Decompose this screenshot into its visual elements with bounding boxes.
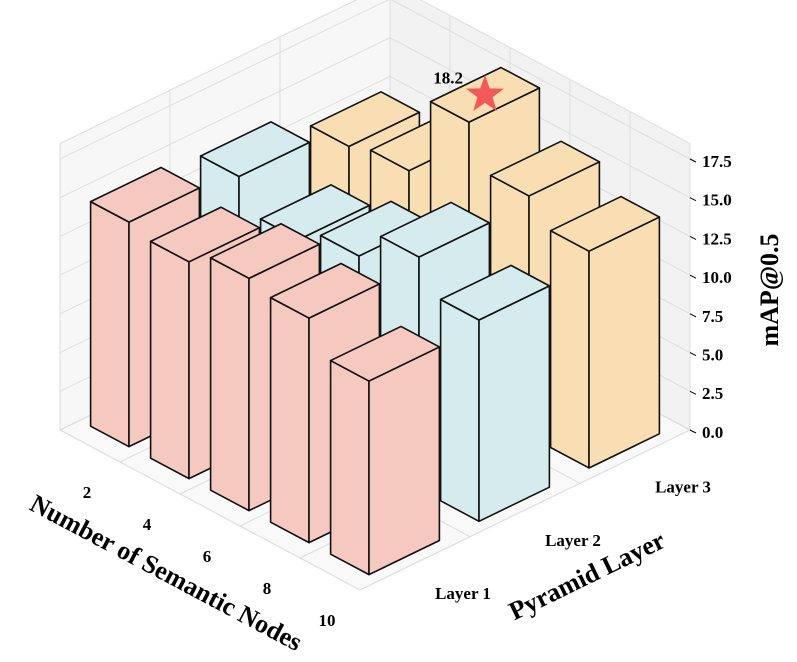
grid-line [59,0,691,160]
grid-line [59,37,691,199]
bar-top [329,325,441,382]
z-axis-title: mAP@0.5 [755,233,784,346]
bar-top [269,262,381,319]
bar [329,325,441,576]
bar-face [368,346,441,576]
tick-mark [689,352,697,357]
tick-mark [689,313,697,318]
bar-face [269,296,310,544]
z-tick-label: 10.0 [702,268,732,287]
z-tick-label: 2.5 [702,384,723,403]
bar-face [209,257,250,512]
grid-line [359,429,691,591]
tick-mark [689,274,697,279]
z-tick-label: 12.5 [702,229,732,248]
x-tick-label: 4 [143,515,152,534]
z-tick-label: 17.5 [702,152,732,171]
grid-line [59,429,361,591]
z-tick-label: 0.0 [702,423,723,442]
y-tick-label: Layer 1 [435,584,491,603]
bar-face [439,298,480,523]
bar-top [89,166,201,223]
bar [549,195,661,469]
tick-mark [689,158,697,163]
bar-top [209,222,321,280]
bar-face [89,200,130,448]
z-tick-label: 5.0 [702,345,723,364]
z-tick-label: 15.0 [702,191,732,210]
bar-face [149,240,190,480]
bar-face [329,359,370,576]
x-tick-label: 2 [83,483,92,502]
x-tick-label: 6 [203,547,212,566]
y-tick-label: Layer 3 [655,478,711,497]
bar-face [478,285,551,523]
tick-mark [689,235,697,240]
max-star [465,74,505,112]
bar-top [489,140,601,197]
y-tick-label: Layer 2 [545,531,601,550]
z-tick-label: 7.5 [702,307,723,326]
x-tick-label: 8 [263,579,272,598]
tick-mark [689,390,697,395]
tick-mark [689,197,697,202]
bar-top [309,90,421,148]
bar-top [379,201,491,258]
bar-top [549,195,661,252]
bar-top [149,206,261,263]
max-label: 18.2 [433,69,463,88]
bar-top [439,264,551,321]
bar-face [588,216,661,469]
tick-mark [689,429,697,434]
bar-face [549,229,590,469]
x-tick-label: 10 [319,611,336,630]
bar [439,264,551,523]
bar-top [199,121,311,178]
